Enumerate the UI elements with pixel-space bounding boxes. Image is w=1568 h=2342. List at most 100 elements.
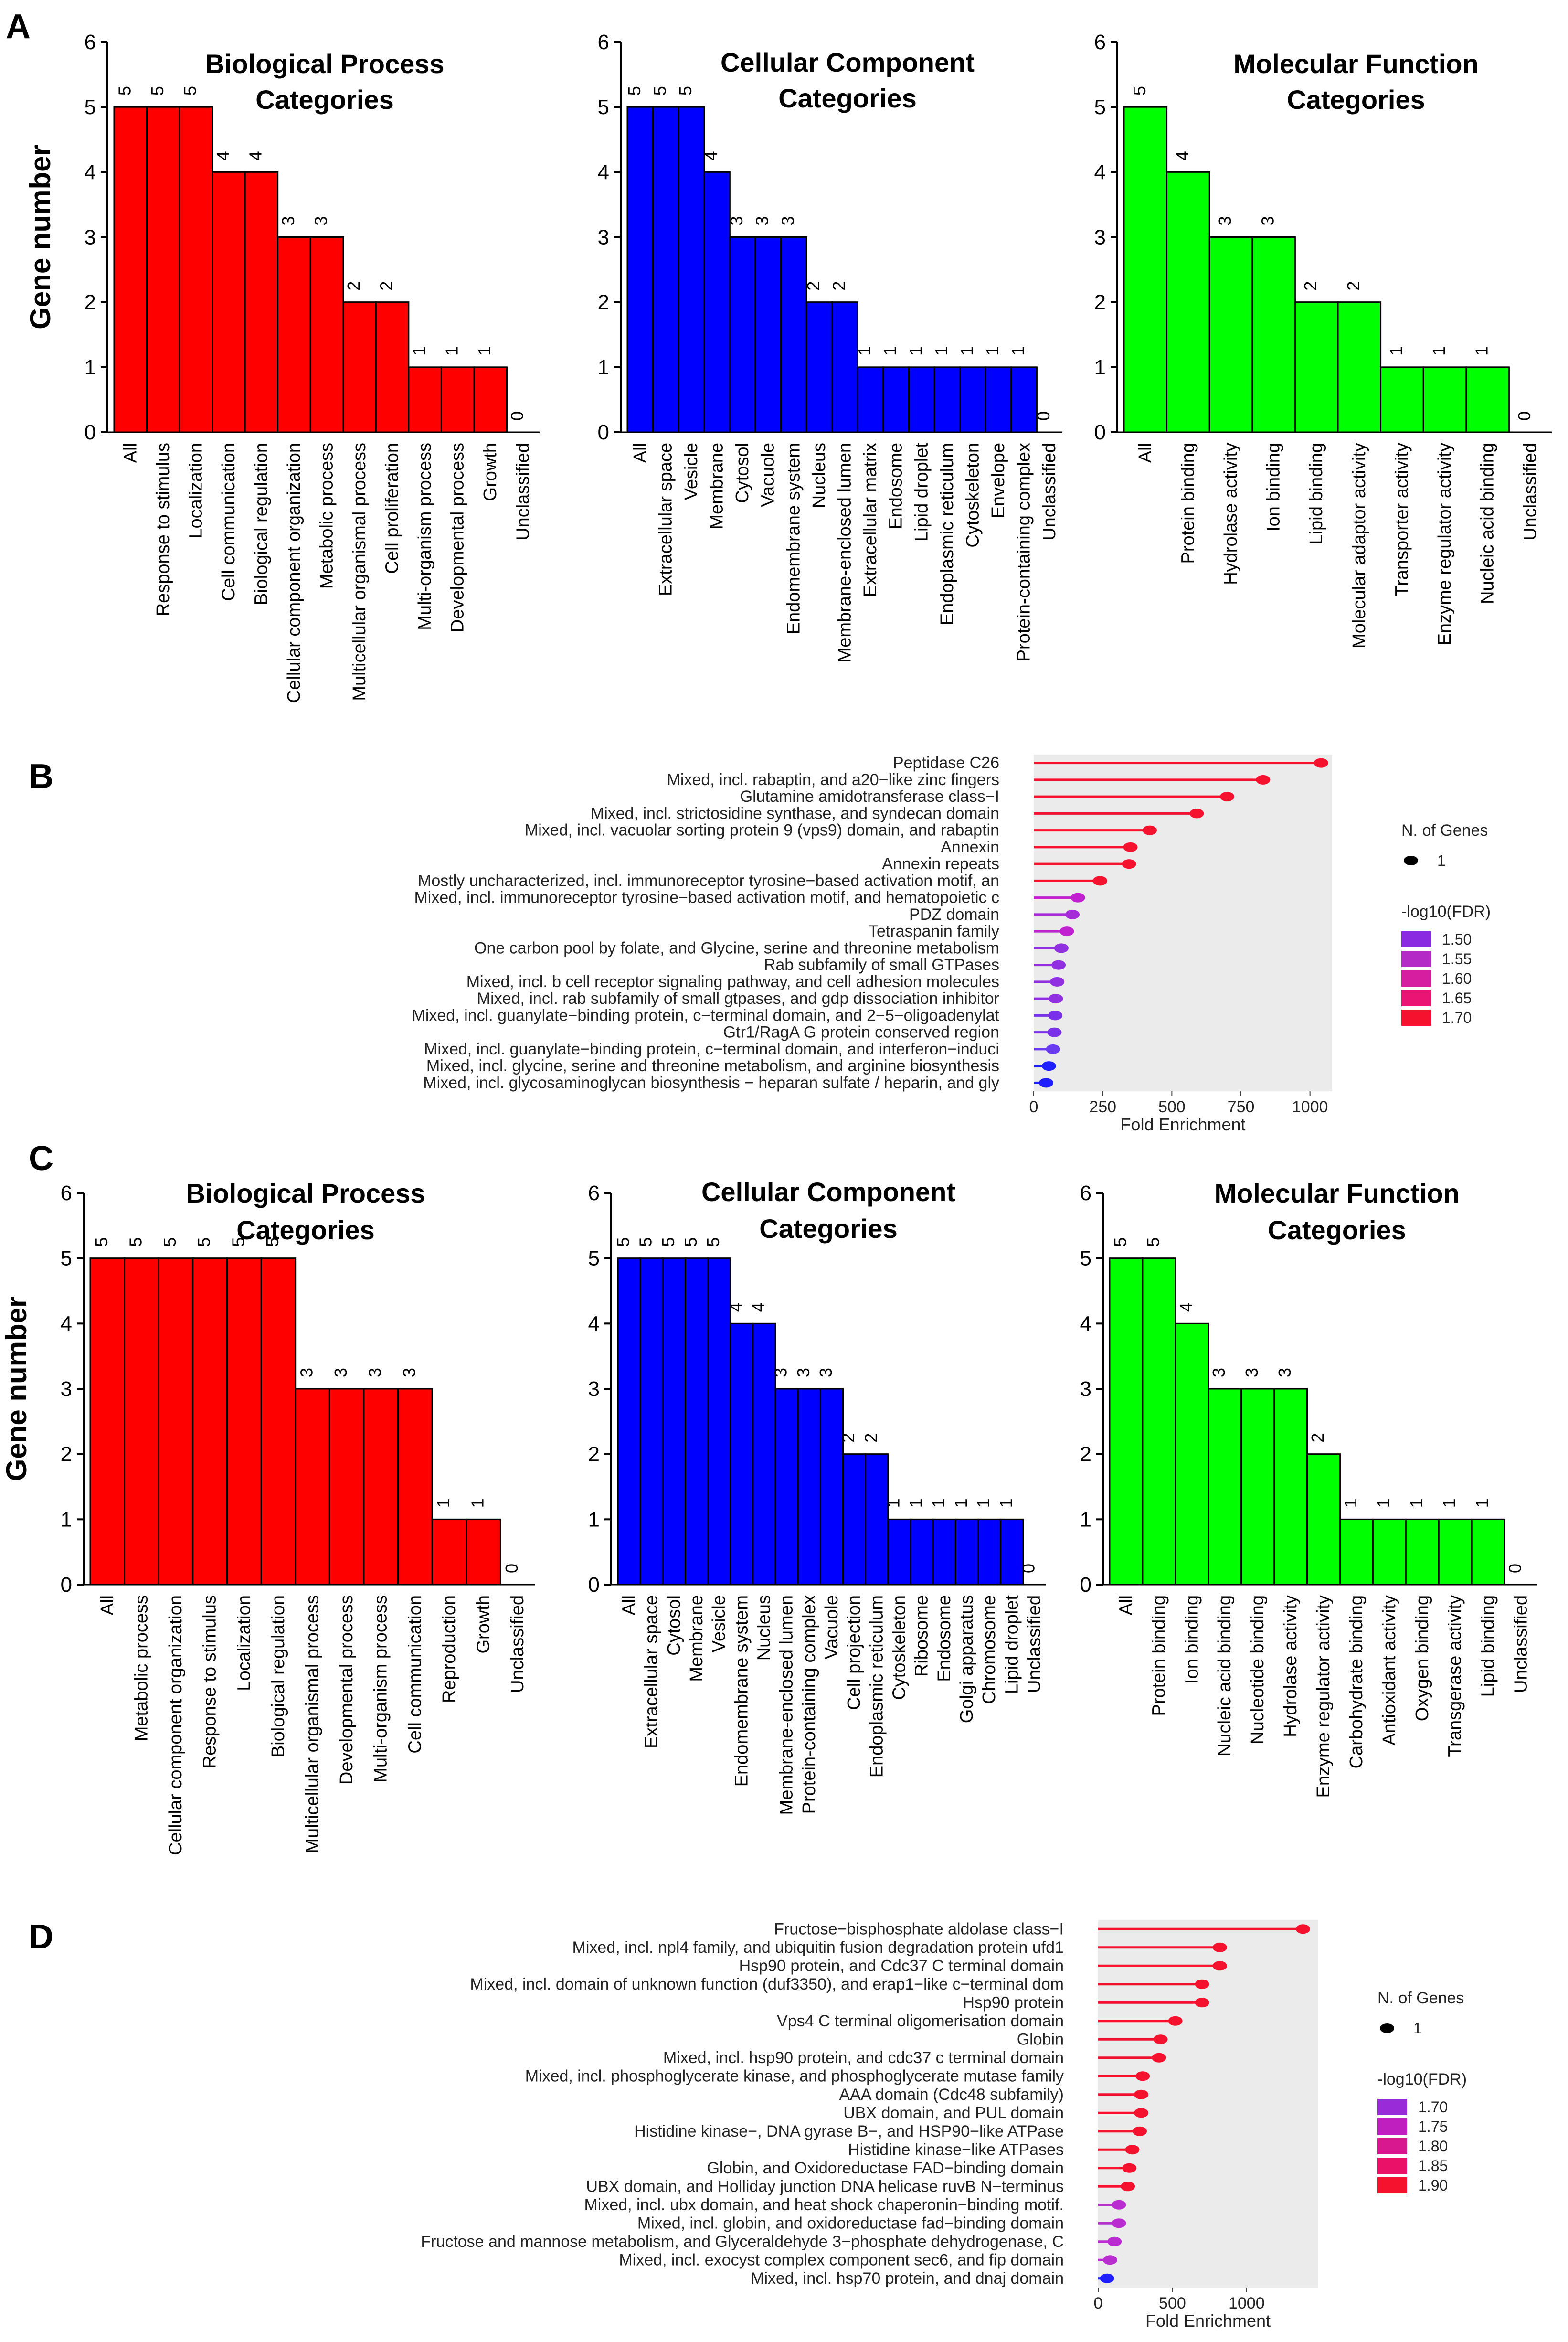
- bar-value-label: 2: [829, 281, 849, 291]
- y-tick-label: 6: [588, 1182, 600, 1205]
- lollipop-dot: [1220, 792, 1235, 802]
- legend-color-label: 1.55: [1442, 950, 1472, 968]
- bar: [146, 106, 180, 433]
- bar: [933, 366, 961, 433]
- y-tick-label: 3: [588, 1377, 600, 1401]
- x-tick-label: 1000: [1229, 2294, 1265, 2312]
- term-label: Mixed, incl. hsp70 protein, and dnaj dom…: [751, 2269, 1064, 2288]
- y-tick-label: 2: [85, 291, 96, 314]
- bar-value-label: 1: [951, 1498, 971, 1508]
- bar: [260, 1257, 297, 1586]
- y-tick-label: 3: [1094, 226, 1106, 249]
- bar: [1251, 236, 1296, 433]
- x-axis-label: Fold Enrichment: [1145, 2311, 1271, 2331]
- term-label: Mixed, incl. glycosaminoglycan biosynthe…: [423, 1074, 999, 1092]
- bar-value-label: 1: [468, 1498, 487, 1508]
- bar: [954, 1518, 979, 1586]
- panel-letter-a: A: [6, 8, 31, 46]
- bar-value-label: 5: [92, 1237, 111, 1247]
- category-label: Endosome: [934, 1595, 954, 1682]
- bar: [1175, 1322, 1209, 1586]
- category-label: Hydrolase activity: [1281, 1595, 1301, 1737]
- lollipop-dot: [1047, 1027, 1062, 1037]
- lollipop-dot: [1134, 2108, 1149, 2118]
- bar: [113, 106, 148, 433]
- category-label: All: [1116, 1595, 1136, 1615]
- x-tick-label: 750: [1228, 1098, 1255, 1116]
- y-tick-label: 2: [1094, 291, 1106, 314]
- bar-value-label: 3: [1215, 216, 1235, 225]
- panel-letter-d: D: [29, 1918, 53, 1956]
- category-label: Metabolic process: [317, 443, 337, 589]
- bar: [865, 1453, 889, 1586]
- lollipop-dot: [1314, 758, 1328, 768]
- bar-value-label: 2: [804, 281, 823, 291]
- lollipop-dot: [1152, 2053, 1166, 2063]
- bar-value-label: 1: [1008, 346, 1028, 356]
- bar-value-label: 3: [1209, 1368, 1229, 1377]
- bar: [752, 1322, 776, 1586]
- category-label: Nucleotide binding: [1248, 1595, 1268, 1745]
- bar-value-label: 0: [1018, 1564, 1038, 1573]
- lollipop-dot: [1112, 2218, 1126, 2228]
- term-label: Mixed, incl. rabaptin, and a20−like zinc…: [667, 771, 999, 789]
- bar: [1339, 1518, 1374, 1586]
- bar-value-label: 5: [126, 1237, 145, 1247]
- bar: [1471, 1518, 1505, 1586]
- category-label: Response to stimulus: [200, 1595, 220, 1768]
- bar: [805, 301, 833, 433]
- category-label: Unclassified: [1520, 443, 1540, 541]
- term-label: Mixed, incl. vacuolar sorting protein 9 …: [525, 821, 999, 840]
- term-label: Mixed, incl. phosphoglycerate kinase, an…: [525, 2067, 1064, 2085]
- term-label: Mixed, incl. exocyst complex component s…: [619, 2251, 1064, 2269]
- category-label: Growth: [474, 1595, 494, 1653]
- category-label: Unclassified: [513, 443, 533, 541]
- legend-color-swatch: [1401, 970, 1431, 987]
- lollipop-dot: [1134, 2089, 1149, 2099]
- bar: [440, 366, 475, 433]
- bar: [179, 106, 213, 433]
- term-label: Annexin repeats: [882, 855, 999, 873]
- category-label: Golgi apparatus: [957, 1595, 977, 1723]
- y-axis-label: Gene number: [0, 1297, 32, 1481]
- category-label: Endosome: [886, 443, 906, 530]
- bar-value-label: 4: [245, 151, 265, 160]
- x-tick-label: 500: [1158, 1098, 1186, 1116]
- term-label: Mixed, incl. rab subfamily of small gtpa…: [477, 990, 999, 1008]
- bar: [1294, 301, 1339, 433]
- category-label: Vesicle: [709, 1595, 729, 1652]
- bar-chart-c2: Cellular Component Categories 0 1 2 3 4 5 6 5 All 5…: [588, 1177, 1046, 1815]
- category-label: Hydrolase activity: [1221, 443, 1241, 585]
- legend-color-label: 1.70: [1418, 2098, 1448, 2116]
- category-label: Carbohydrate binding: [1346, 1595, 1367, 1768]
- y-tick-label: 1: [588, 1508, 600, 1531]
- y-tick-label: 3: [598, 226, 609, 249]
- bar: [192, 1257, 228, 1586]
- category-label: Lipid droplet: [1002, 1595, 1022, 1694]
- category-label: Multi-organism process: [371, 1595, 391, 1783]
- y-tick-label: 3: [1080, 1377, 1091, 1401]
- y-tick-label: 3: [61, 1377, 72, 1401]
- chart-title-line: Biological Process: [205, 49, 444, 79]
- x-tick-label: 0: [1029, 1098, 1038, 1116]
- term-label: UBX domain, and Holliday junction DNA he…: [586, 2177, 1064, 2195]
- y-tick-label: 2: [588, 1443, 600, 1466]
- bar: [729, 236, 756, 433]
- bar-value-label: 5: [681, 1237, 700, 1247]
- bar-chart-c1: Biological Process Categories 0 1 2 3 4 5 6 Gene …: [0, 1178, 535, 1855]
- bar: [212, 171, 246, 433]
- term-label: Hsp90 protein: [963, 1993, 1064, 2012]
- bar-value-label: 2: [377, 281, 396, 291]
- bar-value-label: 1: [1440, 1498, 1459, 1508]
- category-label: Cell communication: [405, 1595, 425, 1754]
- legend-color-swatch: [1377, 2177, 1407, 2193]
- lollipop-dot: [1143, 825, 1157, 835]
- x-tick-label: 250: [1089, 1098, 1116, 1116]
- bar-value-label: 4: [213, 151, 233, 160]
- term-label: Glutamine amidotransferase class−I: [740, 788, 999, 806]
- category-label: Extracellular matrix: [860, 443, 880, 597]
- lollipop-dot: [1256, 775, 1271, 785]
- lollipop-dot: [1195, 1998, 1209, 2008]
- category-label: Endomembrane system: [731, 1595, 752, 1787]
- lollipop-dot: [1123, 842, 1138, 852]
